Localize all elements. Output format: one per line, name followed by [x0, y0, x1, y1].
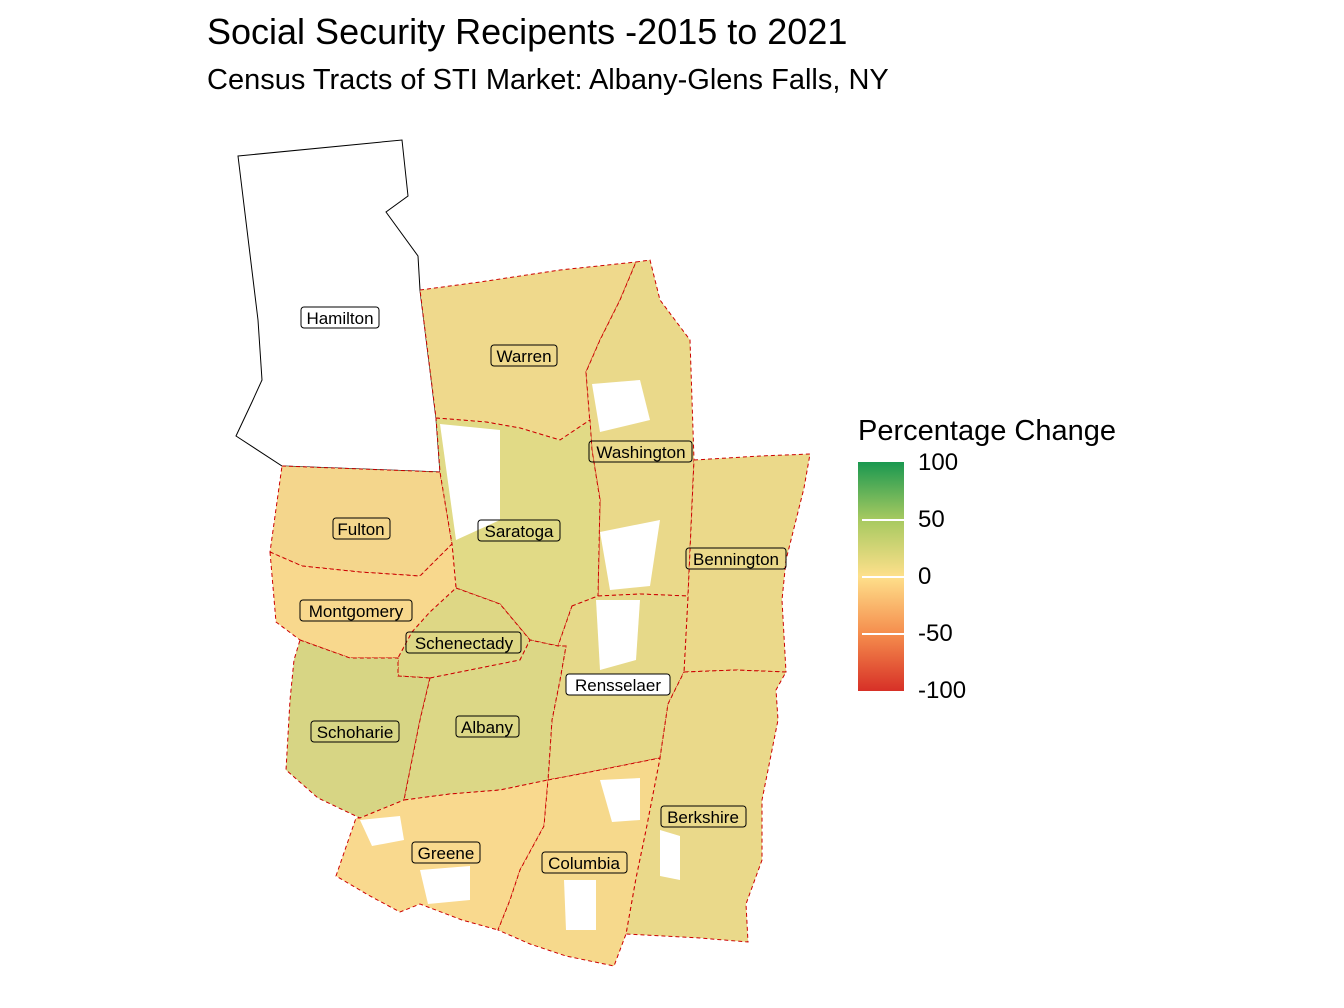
label-hamilton: Hamilton	[300, 306, 380, 329]
county-schenectady	[397, 587, 531, 679]
no-data-tract	[564, 880, 596, 930]
label-text: Columbia	[548, 854, 620, 873]
no-data-tract	[420, 866, 470, 904]
label-text: Hamilton	[306, 309, 373, 328]
label-text: Warren	[496, 347, 551, 366]
label-text: Berkshire	[667, 808, 739, 827]
label-text: Rensselaer	[575, 676, 661, 695]
label-columbia: Columbia	[541, 851, 628, 874]
no-data-tract	[600, 778, 640, 822]
county-albany	[403, 639, 567, 801]
label-fulton: Fulton	[332, 517, 391, 540]
no-data-tract	[440, 424, 500, 540]
map-subtitle: Census Tracts of STI Market: Albany-Glen…	[207, 64, 889, 96]
legend-tick-label: -50	[918, 620, 953, 647]
label-text: Saratoga	[485, 522, 555, 541]
no-data-tract	[592, 380, 650, 432]
no-data-tract	[596, 600, 640, 670]
no-data-tract	[600, 520, 660, 590]
label-text: Washington	[596, 443, 685, 462]
legend-tick	[862, 576, 904, 578]
no-data-tracts	[360, 380, 680, 930]
label-schenectady: Schenectady	[405, 631, 522, 654]
label-text: Schoharie	[317, 723, 394, 742]
label-albany: Albany	[455, 715, 520, 738]
label-berkshire: Berkshire	[660, 805, 747, 828]
legend-tick-label: 0	[918, 563, 932, 590]
label-text: Bennington	[693, 550, 779, 569]
label-washington: Washington	[588, 440, 693, 463]
label-text: Schenectady	[415, 634, 514, 653]
map-title: Social Security Recipents -2015 to 2021	[207, 11, 848, 52]
label-warren: Warren	[490, 344, 558, 367]
legend-tick-label: 100	[918, 449, 959, 476]
label-bennington: Bennington	[685, 547, 787, 570]
label-greene: Greene	[411, 841, 481, 864]
county-hamilton	[235, 139, 441, 473]
label-rensselaer: Rensselaer	[565, 673, 671, 696]
county-labels: Hamilton Warren Washington Fulton Sarato…	[299, 306, 787, 874]
no-data-tract	[660, 830, 680, 880]
legend-tick-label: 50	[918, 506, 945, 533]
label-text: Montgomery	[309, 602, 404, 621]
label-text: Greene	[418, 844, 475, 863]
legend-tick-label: -100	[918, 677, 967, 704]
label-saratoga: Saratoga	[477, 519, 561, 542]
label-text: Albany	[461, 718, 513, 737]
label-montgomery: Montgomery	[299, 599, 413, 622]
legend-title: Percentage Change	[858, 415, 1116, 447]
legend-tick	[862, 519, 904, 521]
label-schoharie: Schoharie	[310, 720, 400, 743]
no-data-tract	[360, 816, 404, 846]
label-text: Fulton	[337, 520, 384, 539]
legend-tick	[862, 633, 904, 635]
